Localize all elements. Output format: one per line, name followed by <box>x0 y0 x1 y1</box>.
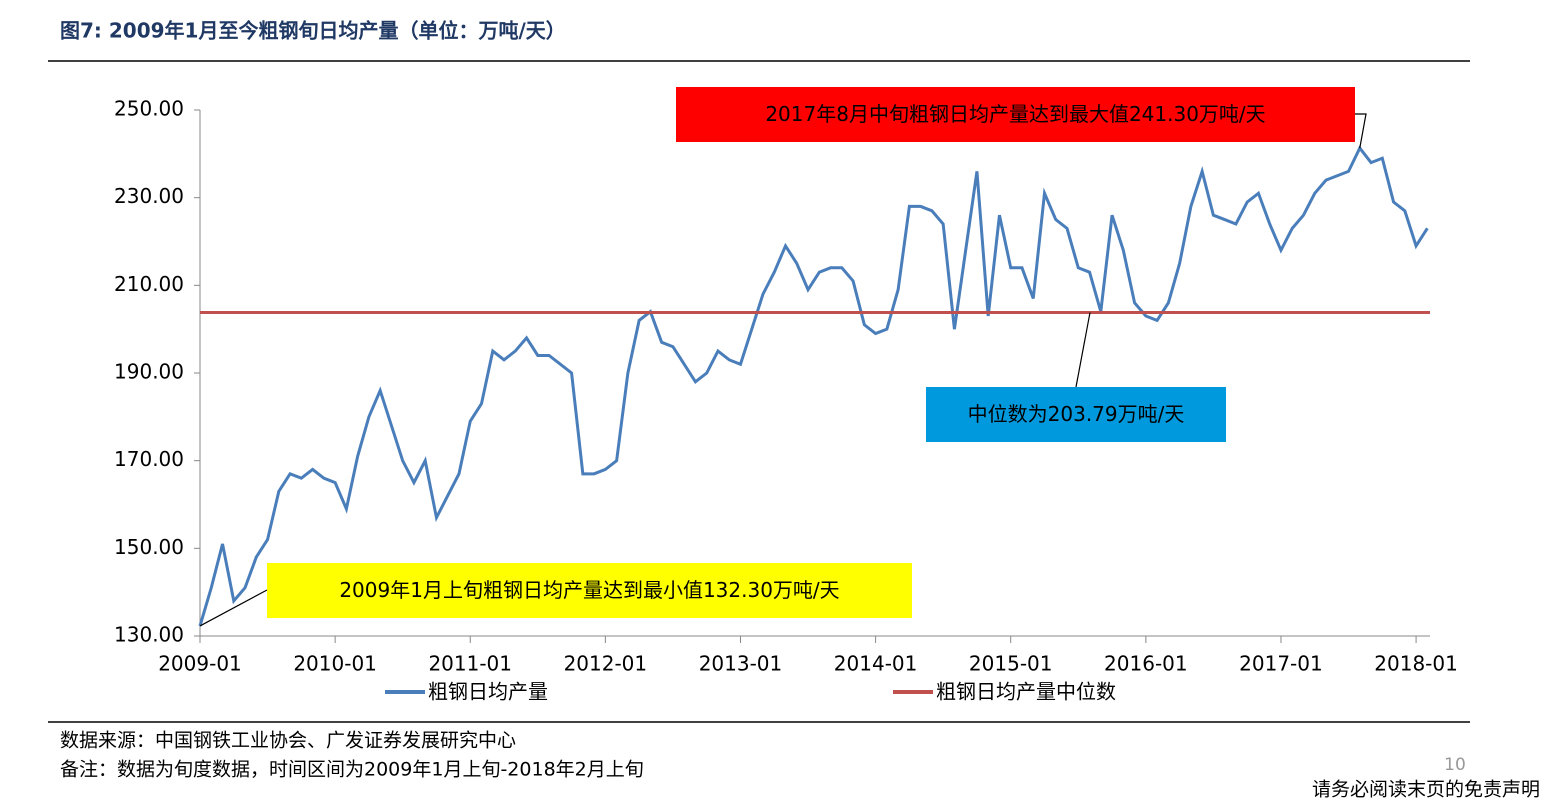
annotation-text: 2017年8月中旬粗钢日均产量达到最大值241.30万吨/天 <box>765 102 1265 126</box>
y-tick-label: 170.00 <box>114 447 184 471</box>
annotation-text: 中位数为203.79万吨/天 <box>968 402 1185 426</box>
x-tick-label: 2015-01 <box>969 652 1053 676</box>
y-tick-label: 250.00 <box>114 97 184 121</box>
figure-title: 图7: 2009年1月至今粗钢旬日均产量（单位：万吨/天） <box>60 19 566 43</box>
page-number: 10 <box>1444 755 1466 775</box>
x-tick-label: 2011-01 <box>428 652 512 676</box>
annotation-box <box>676 87 1355 142</box>
y-tick-label: 210.00 <box>114 272 184 296</box>
y-tick-label: 130.00 <box>114 623 184 647</box>
annotation-text: 2009年1月上旬粗钢日均产量达到最小值132.30万吨/天 <box>339 578 839 602</box>
legend-label: 粗钢日均产量 <box>428 680 548 704</box>
annotation-box <box>926 387 1226 442</box>
x-tick-label: 2014-01 <box>834 652 918 676</box>
x-tick-label: 2017-01 <box>1239 652 1323 676</box>
x-tick-label: 2016-01 <box>1104 652 1188 676</box>
annotation-leader <box>1075 312 1091 388</box>
y-tick-label: 230.00 <box>114 184 184 208</box>
note: 备注：数据为旬度数据，时间区间为2009年1月上旬-2018年2月上旬 <box>60 759 644 781</box>
x-tick-label: 2018-01 <box>1374 652 1458 676</box>
annotation-leader <box>1355 113 1367 149</box>
annotation-leader <box>199 589 268 627</box>
disclaimer: 请务必阅读末页的免责声明 <box>1312 779 1540 801</box>
source: 数据来源：中国钢铁工业协会、广发证券发展研究中心 <box>60 730 516 752</box>
x-tick-label: 2009-01 <box>158 652 242 676</box>
legend-label: 粗钢日均产量中位数 <box>936 680 1116 704</box>
x-tick-label: 2012-01 <box>564 652 648 676</box>
x-tick-label: 2013-01 <box>699 652 783 676</box>
y-tick-label: 190.00 <box>114 360 184 384</box>
data-line <box>198 145 1429 627</box>
y-tick-label: 150.00 <box>114 535 184 559</box>
x-tick-label: 2010-01 <box>293 652 377 676</box>
annotation-box <box>267 563 912 618</box>
